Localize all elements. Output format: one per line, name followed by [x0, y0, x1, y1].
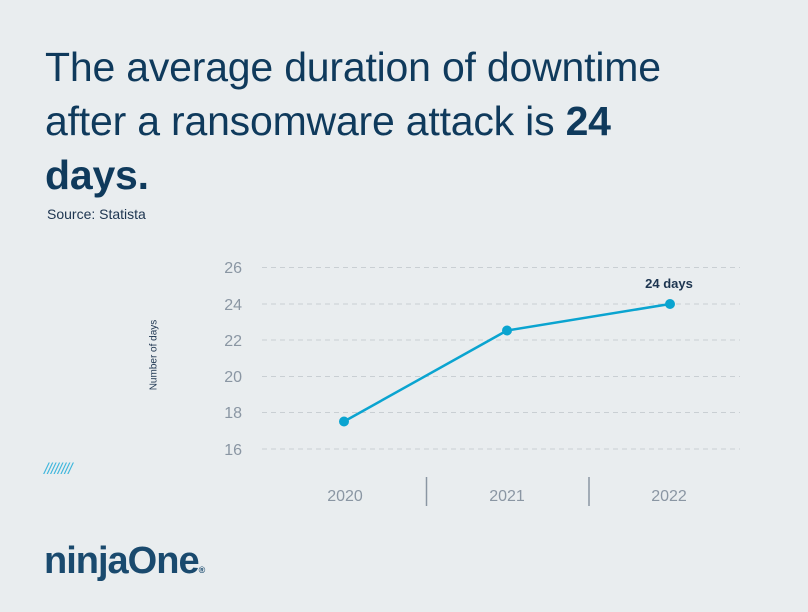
source-note: Source: Statista: [47, 206, 146, 222]
x-axis-ticks: 2020 2021 2022: [327, 488, 687, 505]
y-axis-ticks: 26 24 22 20 18 16: [224, 260, 242, 459]
annotation-label: 24 days: [645, 276, 693, 291]
data-line: [343, 302, 671, 423]
data-point-2021: [502, 325, 512, 336]
brand-logo: ninjaOne®: [44, 540, 205, 583]
x-tick: 2020: [327, 488, 363, 505]
y-tick: 18: [224, 405, 242, 422]
headline: The average duration of downtime after a…: [45, 40, 665, 202]
y-tick: 22: [224, 333, 242, 350]
data-point-2020: [339, 416, 349, 427]
decorative-slashes: ////////: [44, 461, 73, 478]
y-tick: 24: [224, 297, 242, 314]
headline-emphasis: 24 days.: [45, 98, 611, 198]
gridlines: [262, 267, 740, 450]
y-tick: 20: [224, 369, 242, 386]
data-point-2022: [665, 299, 675, 309]
headline-text: The average duration of downtime after a…: [45, 44, 661, 144]
y-tick: 26: [224, 260, 242, 277]
data-points: [339, 299, 675, 427]
registered-mark: ®: [198, 565, 206, 575]
x-tick: 2021: [489, 488, 525, 505]
x-tick: 2022: [651, 488, 687, 505]
y-tick: 16: [224, 442, 242, 459]
logo-text: ninjaOne: [44, 540, 200, 582]
x-axis-separators: [425, 477, 590, 506]
